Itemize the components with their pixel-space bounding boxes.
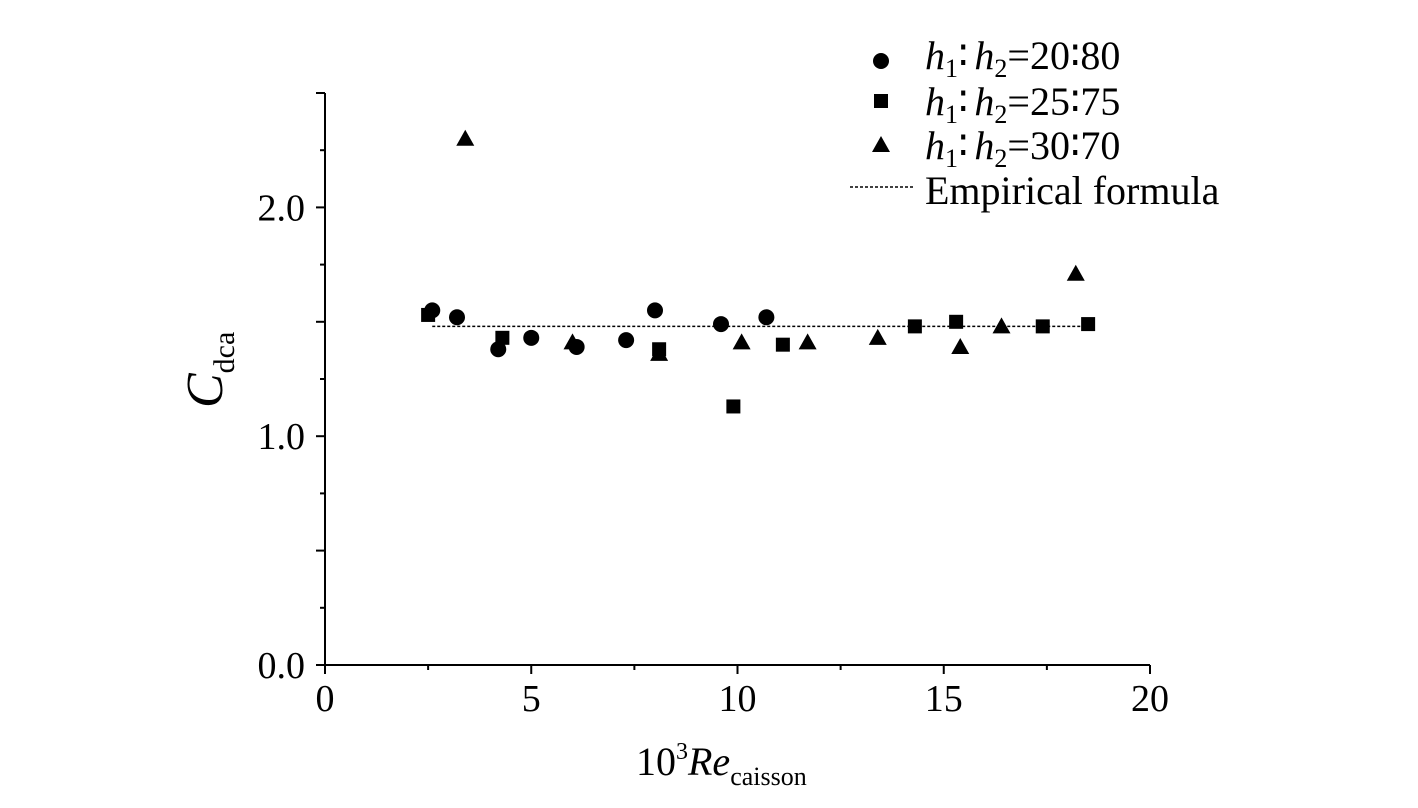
point-circle — [618, 332, 635, 349]
point-circle — [449, 309, 465, 326]
point-square — [775, 337, 790, 352]
point-triangle — [732, 333, 751, 350]
y-axis-title-main: C — [177, 372, 234, 408]
x-tick-label: 0 — [316, 678, 335, 720]
legend-label-25-75: h1∶ h2=25∶75 — [925, 79, 1120, 129]
x-tick-label: 20 — [1131, 678, 1169, 720]
x-tick-label: 5 — [522, 678, 541, 720]
point-circle — [523, 329, 540, 346]
x-axis-title-prefix: 10 — [636, 739, 676, 784]
point-square — [726, 399, 741, 414]
point-square — [1081, 317, 1096, 332]
legend-marker-triangle — [872, 136, 890, 152]
x-axis-title-main: Re — [687, 739, 730, 784]
y-axis-title: Cdca — [177, 332, 241, 408]
y-tick-label: 0.0 — [258, 645, 306, 687]
point-triangle — [798, 333, 817, 350]
point-circle — [758, 309, 775, 326]
point-square — [907, 319, 922, 334]
y-tick-label: 2.0 — [258, 187, 306, 229]
y-tick-label: 1.0 — [258, 416, 306, 458]
axes: 0 5 10 15 20 0.0 1.0 2.0 — [258, 92, 1169, 720]
point-triangle — [563, 333, 582, 350]
x-axis-title-sub: caisson — [730, 762, 807, 791]
data-points — [421, 129, 1096, 414]
legend-label-20-80: h1∶ h2=20∶80 — [925, 33, 1120, 83]
x-tick-label: 10 — [719, 678, 757, 720]
legend-marker-circle — [873, 53, 889, 69]
point-square — [949, 314, 964, 329]
point-triangle — [650, 344, 669, 361]
point-triangle — [1066, 264, 1085, 281]
point-square — [495, 330, 510, 345]
legend-label-30-70: h1∶ h2=30∶70 — [925, 123, 1120, 173]
x-axis-title-sup: 3 — [676, 739, 688, 765]
point-triangle — [951, 337, 970, 354]
x-axis-title: 103Recaisson — [636, 739, 807, 791]
legend-label-empirical-formula: Empirical formula — [925, 168, 1220, 213]
point-square — [1035, 319, 1050, 334]
point-square — [421, 307, 436, 322]
legend: h1∶ h2=20∶80 h1∶ h2=25∶75 h1∶ h2=30∶70 Empi… — [850, 33, 1220, 213]
point-triangle — [868, 328, 887, 345]
point-triangle — [456, 129, 475, 146]
y-axis-title-sub: dca — [208, 332, 241, 374]
legend-marker-square — [874, 94, 888, 108]
point-circle — [490, 341, 507, 358]
x-tick-label: 15 — [925, 678, 963, 720]
point-circle — [713, 316, 729, 333]
point-circle — [647, 302, 663, 319]
point-triangle — [992, 317, 1011, 334]
